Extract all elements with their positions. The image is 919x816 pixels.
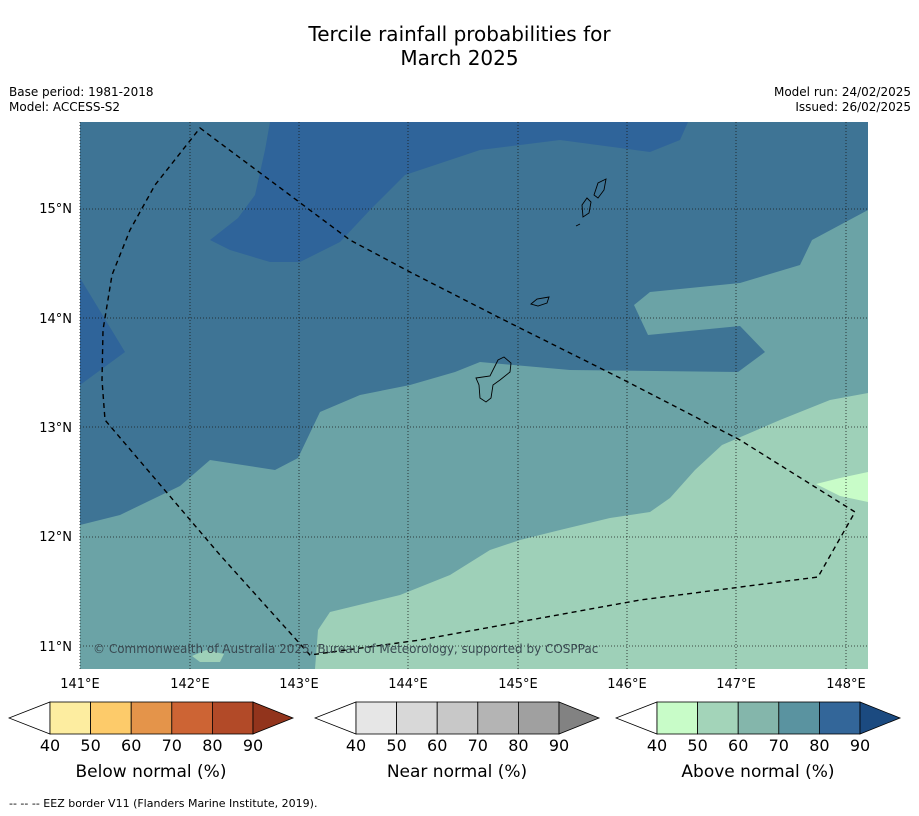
colorbar-swatch <box>49 701 91 735</box>
colorbar-tick: 40 <box>40 736 60 755</box>
island-guam <box>475 356 512 403</box>
colorbar-tick: 80 <box>202 736 222 755</box>
colorbar-swatch <box>656 701 698 735</box>
lon-label: 143°E <box>279 677 319 692</box>
lon-label: 141°E <box>60 677 100 692</box>
colorbar-swatch <box>355 701 397 735</box>
lat-label: 14°N <box>39 312 72 327</box>
colorbar-swatch <box>396 701 438 735</box>
colorbar-swatch <box>778 701 820 735</box>
colorbar-tick: 60 <box>728 736 748 755</box>
colorbar-extend-high <box>859 701 902 735</box>
zone-80-90-north <box>210 122 688 262</box>
lat-label: 12°N <box>39 530 72 545</box>
lat-label: 13°N <box>39 421 72 436</box>
island-aguijan <box>575 223 581 227</box>
colorbar-tick: 90 <box>243 736 263 755</box>
title-line-2: March 2025 <box>400 46 519 70</box>
colorbar-extend-low <box>8 701 51 735</box>
title-line-1: Tercile rainfall probabilities for <box>308 22 611 46</box>
colorbar-tick: 50 <box>687 736 707 755</box>
colorbar-tick: 40 <box>647 736 667 755</box>
islands <box>475 178 607 403</box>
colorbar-tick: 60 <box>427 736 447 755</box>
colorbar-tick: 40 <box>346 736 366 755</box>
colorbar-tick: 70 <box>162 736 182 755</box>
colorbar-extend-high <box>252 701 295 735</box>
colorbar-below: 40 50 60 70 80 90 <box>8 701 295 755</box>
colorbar-swatch <box>517 701 560 735</box>
colorbar-swatch <box>436 701 479 735</box>
colorbar-near: 40 50 60 70 80 90 <box>314 701 601 755</box>
base-period: Base period: 1981-2018 <box>9 85 154 99</box>
meta-right: Model run: 24/02/2025 Issued: 26/02/2025 <box>774 85 911 115</box>
lon-label: 148°E <box>826 677 866 692</box>
colorbar-extend-low <box>314 701 357 735</box>
colorbar-extend-high <box>558 701 601 735</box>
colorbar-swatch <box>818 701 861 735</box>
copyright-text: © Commonwealth of Australia 2025, Bureau… <box>93 642 598 656</box>
colorbar-swatch <box>171 701 213 735</box>
lon-label: 145°E <box>498 677 538 692</box>
lat-labels: 15°N 14°N 13°N 12°N 11°N <box>39 202 72 655</box>
colorbar-tick: 80 <box>508 736 528 755</box>
lon-label: 144°E <box>388 677 428 692</box>
lat-label: 15°N <box>39 202 72 217</box>
colorbar-swatch <box>697 701 739 735</box>
colorbar-swatch <box>90 701 132 735</box>
model-run: Model run: 24/02/2025 <box>773 85 911 99</box>
island-saipan <box>593 178 607 199</box>
colorbar-above: 40 50 60 70 80 90 <box>615 701 902 755</box>
colorbar-swatch <box>130 701 173 735</box>
colorbar-tick: 70 <box>468 736 488 755</box>
zone-50-60 <box>315 393 868 669</box>
lat-label: 11°N <box>39 640 72 655</box>
colorbar-tick: 60 <box>121 736 141 755</box>
graticule <box>79 122 868 669</box>
colorbar-tick: 50 <box>80 736 100 755</box>
map-panel: © Commonwealth of Australia 2025, Bureau… <box>39 122 868 692</box>
issued-date: Issued: 26/02/2025 <box>795 100 911 114</box>
island-rota <box>530 296 550 307</box>
zone-40-50 <box>816 472 868 502</box>
lon-label: 146°E <box>607 677 647 692</box>
colorbar-label: Near normal (%) <box>386 762 528 782</box>
colorbar-tick: 50 <box>386 736 406 755</box>
zone-50-60-small <box>192 650 224 662</box>
lon-labels: 141°E 142°E 143°E 144°E 145°E 146°E 147°… <box>60 677 866 692</box>
colorbar-tick: 90 <box>549 736 569 755</box>
colorbar-extend-low <box>615 701 658 735</box>
colorbar-label: Below normal (%) <box>75 762 227 782</box>
colorbar-swatch <box>737 701 780 735</box>
probability-field <box>80 122 868 669</box>
colorbar-swatch <box>477 701 519 735</box>
meta-left: Base period: 1981-2018 Model: ACCESS-S2 <box>9 85 154 115</box>
colorbar-swatch <box>211 701 254 735</box>
island-tinian <box>581 197 592 218</box>
lon-label: 147°E <box>716 677 756 692</box>
lon-label: 142°E <box>170 677 210 692</box>
colorbar-tick: 90 <box>850 736 870 755</box>
colorbar-tick: 80 <box>809 736 829 755</box>
colorbar-tick: 70 <box>769 736 789 755</box>
colorbar-label: Above normal (%) <box>681 762 835 782</box>
chart-title: Tercile rainfall probabilities for March… <box>0 22 919 70</box>
model-name: Model: ACCESS-S2 <box>9 100 121 114</box>
footnote: -- -- -- EEZ border V11 (Flanders Marine… <box>9 797 318 810</box>
